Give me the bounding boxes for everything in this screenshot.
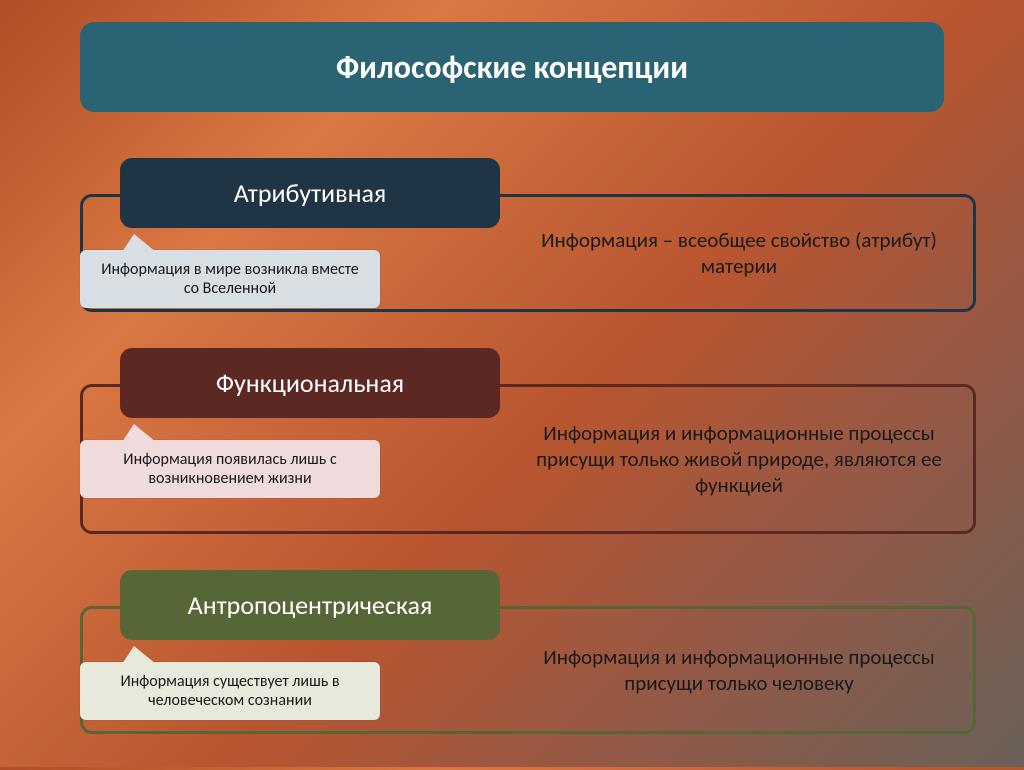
- concept-label-anthropocentric: Антропоцентрическая: [120, 570, 500, 640]
- concept-desc-text: Информация и информационные процессы при…: [533, 644, 945, 696]
- title-text: Философские концепции: [336, 48, 688, 87]
- title-box: Философские концепции: [80, 22, 944, 112]
- concept-callout-text: Информация в мире возникла вместе со Все…: [101, 260, 359, 298]
- concept-label-text: Антропоцентрическая: [188, 589, 433, 621]
- concept-label-attributive: Атрибутивная: [120, 158, 500, 228]
- concept-callout-functional: Информация появилась лишь с возникновени…: [80, 440, 380, 498]
- concept-row-functional: Функциональная Информация и информационн…: [80, 348, 976, 548]
- concept-label-text: Атрибутивная: [234, 177, 387, 209]
- concept-label-functional: Функциональная: [120, 348, 500, 418]
- concept-callout-text: Информация существует лишь в человеческо…: [120, 672, 339, 710]
- concept-callout-attributive: Информация в мире возникла вместе со Все…: [80, 250, 380, 308]
- concept-row-anthropocentric: Антропоцентрическая Информация и информа…: [80, 570, 976, 770]
- concept-desc-text: Информация – всеобщее свойство (атрибут)…: [533, 227, 945, 279]
- concept-desc-text: Информация и информационные процессы при…: [533, 420, 945, 498]
- concept-callout-anthropocentric: Информация существует лишь в человеческо…: [80, 662, 380, 720]
- concept-row-attributive: Атрибутивная Информация – всеобщее свойс…: [80, 158, 976, 358]
- concept-label-text: Функциональная: [216, 367, 404, 399]
- concept-callout-text: Информация появилась лишь с возникновени…: [123, 450, 336, 488]
